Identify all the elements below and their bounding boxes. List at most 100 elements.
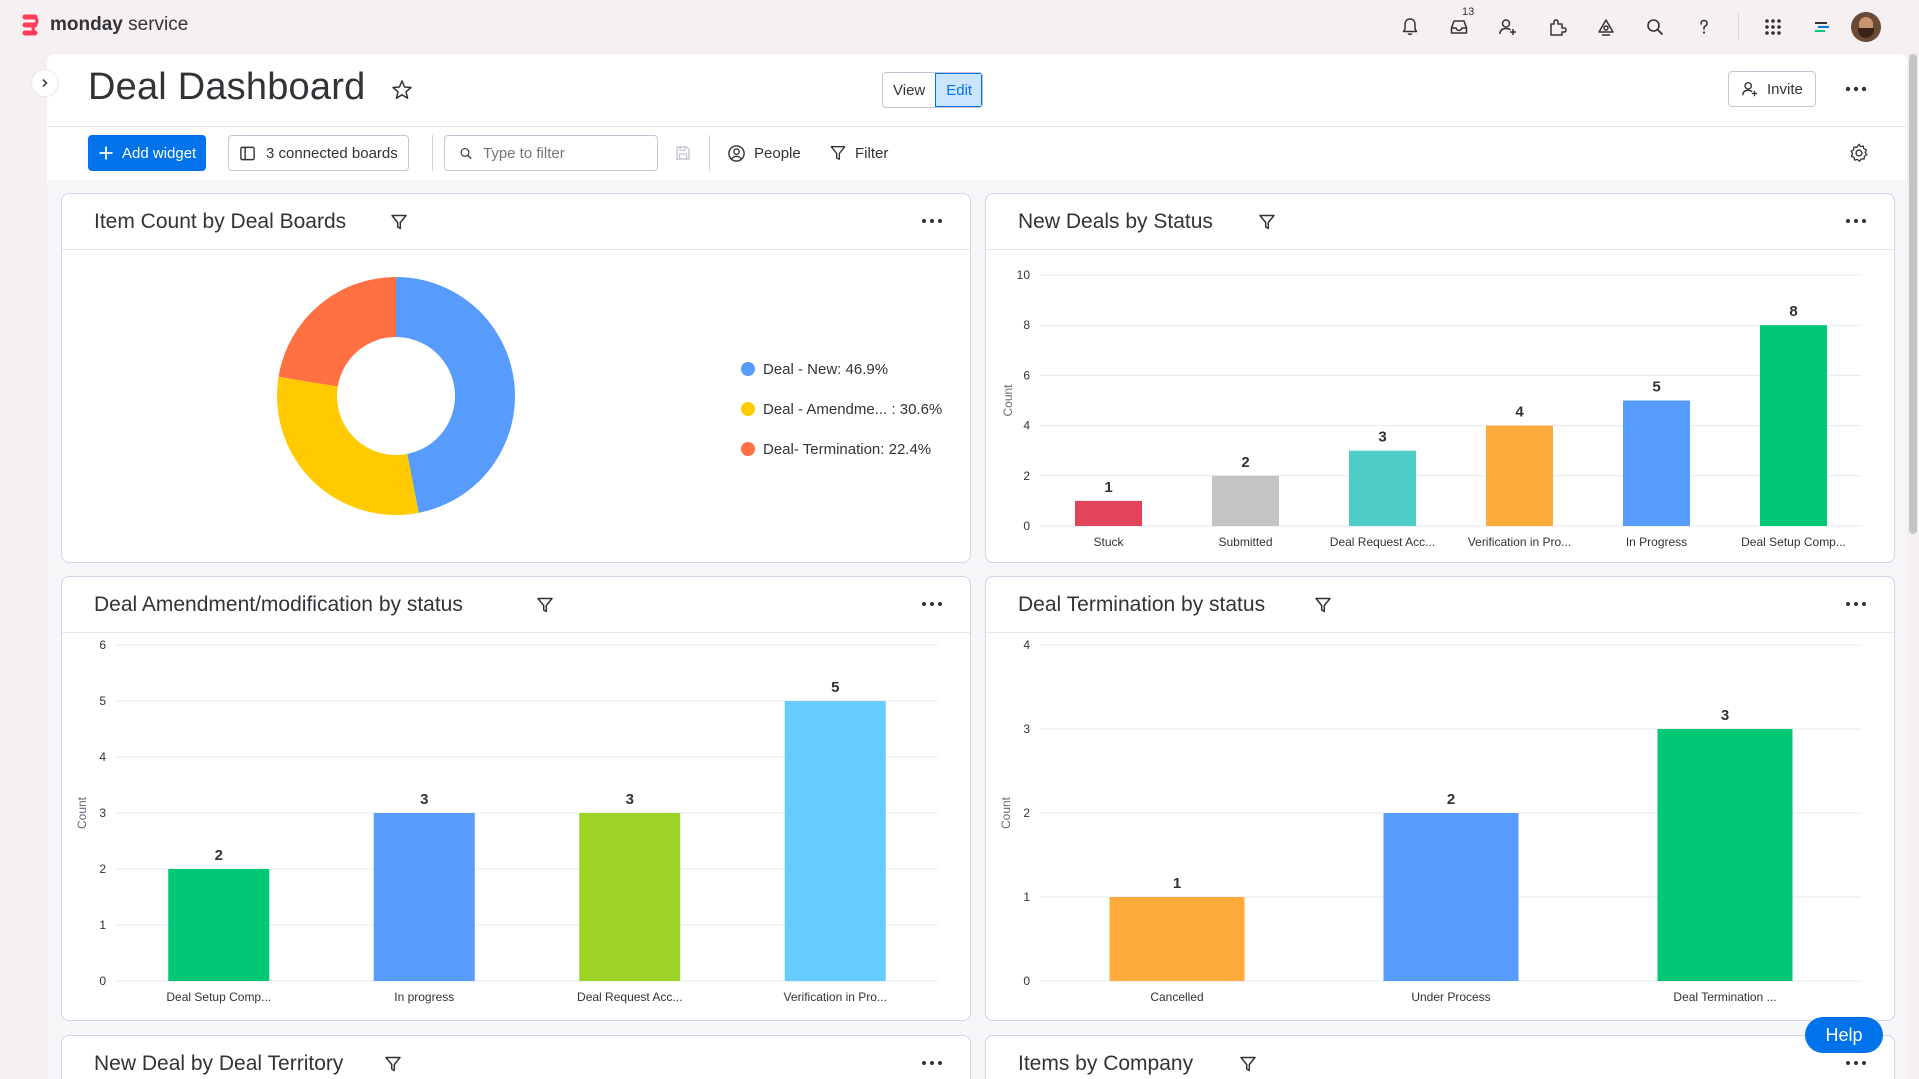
pie-slice[interactable] — [278, 277, 396, 387]
widget-filter-funnel-icon[interactable] — [1313, 595, 1333, 615]
x-tick-label: Deal Termination ... — [1673, 990, 1776, 1004]
pie-slice[interactable] — [396, 277, 515, 513]
y-tick-label: 6 — [99, 638, 106, 652]
invite-member-icon[interactable] — [1493, 12, 1523, 42]
widget-filter-funnel-icon[interactable] — [1238, 1054, 1258, 1074]
page-scrollbar[interactable] — [1907, 54, 1919, 1079]
bar[interactable] — [1657, 729, 1793, 981]
pie-slice[interactable] — [277, 376, 419, 515]
divider — [432, 135, 433, 171]
bar-chart-termination[interactable]: 0 1 2 3 4 Count 1 Cancelled 2 Under Process 3 Deal … — [986, 633, 1895, 1021]
save-filter-button[interactable] — [674, 135, 692, 171]
bar-value-label: 3 — [1721, 707, 1729, 724]
app-grid-icon[interactable] — [1758, 12, 1788, 42]
widget-more-ellipsis-icon[interactable] — [920, 597, 944, 611]
invite-button[interactable]: Invite — [1728, 71, 1816, 107]
widget-more-ellipsis-icon[interactable] — [1844, 597, 1868, 611]
app-logo[interactable]: monday service — [20, 13, 188, 37]
people-filter-button[interactable]: People — [727, 135, 801, 171]
x-tick-label: Stuck — [1093, 535, 1124, 549]
bar-value-label: 4 — [1515, 404, 1524, 421]
widget-header: New Deal by Deal Territory — [62, 1036, 970, 1079]
widget-more-ellipsis-icon[interactable] — [1844, 214, 1868, 228]
widget-title[interactable]: New Deals by Status — [1018, 210, 1213, 233]
bar[interactable] — [1383, 813, 1519, 981]
bar[interactable] — [373, 813, 475, 981]
workspace-switcher-icon[interactable] — [1807, 12, 1837, 42]
ellipsis-icon — [1845, 86, 1867, 92]
help-button[interactable]: Help — [1805, 1017, 1883, 1053]
edit-mode-button[interactable]: Edit — [935, 73, 983, 107]
ai-assistant-icon[interactable] — [1591, 12, 1621, 42]
chart-legend: Deal - New: 46.9% Deal - Amendme... : 30.… — [741, 349, 942, 469]
widget-title[interactable]: Deal Termination by status — [1018, 593, 1266, 616]
widget-header: Item Count by Deal Boards — [62, 194, 970, 250]
bar[interactable] — [1349, 450, 1416, 526]
add-widget-button[interactable]: Add widget — [88, 135, 207, 171]
y-tick-label: 10 — [1017, 268, 1031, 282]
sidebar-toggle-button[interactable] — [31, 69, 59, 97]
more-options-button[interactable] — [1842, 78, 1870, 100]
bar[interactable] — [1623, 400, 1690, 527]
y-tick-label: 4 — [1023, 419, 1030, 433]
bar[interactable] — [168, 869, 270, 981]
x-tick-label: In progress — [394, 990, 454, 1004]
legend-item[interactable]: Deal - Amendme... : 30.6% — [741, 389, 942, 429]
legend-item[interactable]: Deal- Termination: 22.4% — [741, 429, 942, 469]
widget-title[interactable]: New Deal by Deal Territory — [94, 1052, 344, 1075]
person-circle-icon — [728, 144, 745, 162]
page-title[interactable]: Deal Dashboard — [88, 66, 366, 108]
legend-item[interactable]: Deal - New: 46.9% — [741, 349, 942, 389]
widget-title[interactable]: Deal Amendment/modification by status — [94, 593, 463, 616]
filter-search-box[interactable] — [444, 135, 658, 171]
widget-filter-funnel-icon[interactable] — [535, 595, 555, 615]
y-tick-label: 2 — [99, 862, 106, 876]
bar-value-label: 5 — [831, 679, 839, 696]
widget-more-ellipsis-icon[interactable] — [920, 1056, 944, 1070]
save-icon — [676, 146, 690, 160]
inbox-icon[interactable]: 13 — [1444, 6, 1474, 42]
search-icon — [460, 147, 472, 159]
bar[interactable] — [1760, 325, 1827, 526]
legend-swatch — [741, 442, 755, 456]
filter-input[interactable] — [483, 144, 643, 162]
widget-more-ellipsis-icon[interactable] — [920, 214, 944, 228]
scrollbar-thumb[interactable] — [1909, 54, 1917, 534]
x-tick-label: Cancelled — [1150, 990, 1203, 1004]
invite-label: Invite — [1767, 80, 1803, 98]
bar[interactable] — [1212, 475, 1279, 526]
search-icon[interactable] — [1640, 12, 1670, 42]
view-edit-toggle: View Edit — [882, 72, 984, 108]
y-tick-label: 3 — [99, 806, 106, 820]
view-mode-button[interactable]: View — [893, 81, 926, 99]
dashboard-settings-gear-icon[interactable] — [1848, 142, 1870, 164]
widget-title[interactable]: Item Count by Deal Boards — [94, 210, 347, 233]
bar-chart-new-deals[interactable]: 0 2 4 6 8 10 Count 1 Stuck 2 Submitted 3 Deal Reques… — [986, 250, 1895, 563]
y-tick-label: 0 — [99, 974, 106, 988]
widget-more-ellipsis-icon[interactable] — [1844, 1056, 1868, 1070]
widget-filter-funnel-icon[interactable] — [1257, 212, 1277, 232]
legend-swatch — [741, 362, 755, 376]
funnel-icon — [830, 146, 846, 160]
bar[interactable] — [579, 813, 681, 981]
widget-title[interactable]: Items by Company — [1018, 1052, 1194, 1075]
notifications-bell-icon[interactable] — [1395, 12, 1425, 42]
y-axis-label: Count — [999, 796, 1013, 829]
user-avatar[interactable] — [1851, 12, 1881, 42]
bar-chart-amendment[interactable]: 0 1 2 3 4 5 6 Count 2 Deal Setup Comp... 3 In progr… — [62, 633, 971, 1021]
widget-filter-funnel-icon[interactable] — [383, 1054, 403, 1074]
bar[interactable] — [784, 701, 886, 981]
favorite-star-icon[interactable] — [390, 78, 414, 102]
filter-button[interactable]: Filter — [829, 135, 888, 171]
help-question-icon[interactable] — [1689, 12, 1719, 42]
bar[interactable] — [1109, 897, 1245, 981]
apps-marketplace-icon[interactable] — [1542, 12, 1572, 42]
top-bar: monday service 13 — [0, 0, 1919, 54]
y-tick-label: 0 — [1023, 519, 1030, 533]
connected-boards-button[interactable]: 3 connected boards — [228, 135, 409, 171]
widget-filter-funnel-icon[interactable] — [389, 212, 409, 232]
donut-chart[interactable] — [62, 250, 971, 563]
y-tick-label: 4 — [99, 750, 106, 764]
bar[interactable] — [1075, 500, 1142, 526]
bar[interactable] — [1486, 425, 1553, 526]
